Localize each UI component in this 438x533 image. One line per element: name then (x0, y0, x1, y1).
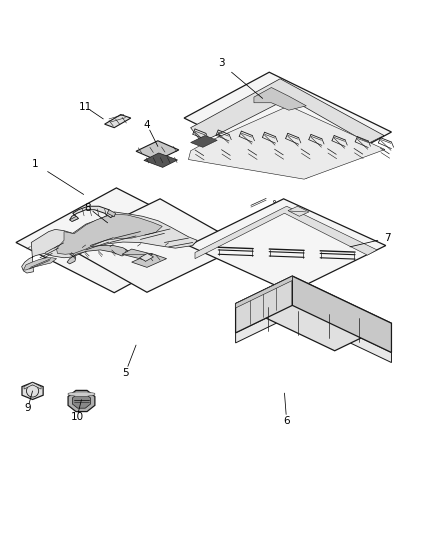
Polygon shape (105, 115, 131, 128)
Polygon shape (57, 214, 162, 254)
Polygon shape (195, 206, 377, 259)
Polygon shape (236, 276, 292, 308)
Text: 8: 8 (85, 203, 92, 213)
Polygon shape (188, 106, 385, 179)
Polygon shape (191, 135, 217, 147)
Polygon shape (70, 206, 114, 221)
Text: 5: 5 (122, 368, 128, 378)
Polygon shape (22, 382, 43, 400)
Text: 6: 6 (283, 416, 290, 426)
Text: 4: 4 (144, 119, 150, 130)
Polygon shape (72, 394, 91, 408)
Polygon shape (144, 153, 177, 167)
Text: 11: 11 (79, 102, 92, 112)
Text: 9: 9 (25, 403, 31, 414)
Polygon shape (67, 246, 130, 264)
Polygon shape (140, 253, 153, 261)
Text: 1: 1 (32, 159, 39, 169)
Polygon shape (184, 72, 392, 178)
Polygon shape (70, 216, 78, 222)
Polygon shape (23, 258, 57, 270)
Polygon shape (122, 249, 152, 260)
Text: 7: 7 (384, 233, 390, 243)
Polygon shape (236, 276, 292, 333)
Polygon shape (24, 382, 41, 389)
Polygon shape (236, 305, 392, 362)
Text: 10: 10 (71, 412, 84, 422)
Polygon shape (68, 390, 95, 411)
Text: 3: 3 (218, 59, 225, 68)
Polygon shape (132, 253, 166, 268)
Polygon shape (292, 276, 392, 352)
Polygon shape (236, 276, 392, 351)
Polygon shape (16, 188, 215, 293)
Polygon shape (136, 141, 179, 160)
Polygon shape (188, 199, 386, 292)
Polygon shape (64, 199, 243, 292)
Polygon shape (254, 87, 306, 110)
Polygon shape (288, 206, 309, 216)
Polygon shape (68, 392, 95, 396)
Polygon shape (107, 210, 116, 217)
Polygon shape (21, 212, 197, 273)
Polygon shape (191, 79, 384, 143)
